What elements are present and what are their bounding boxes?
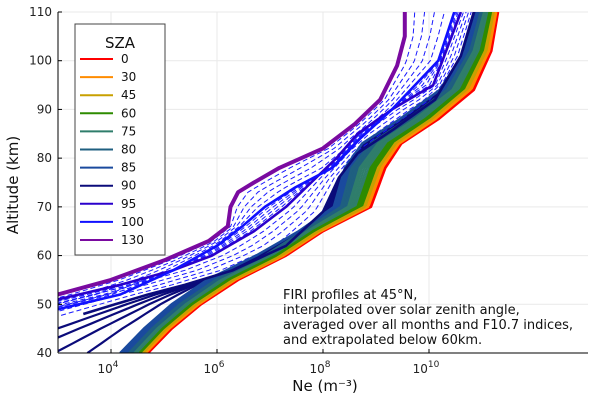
- legend-label-95: 95: [121, 197, 136, 211]
- interpolated-profile: [58, 12, 464, 304]
- x-axis-title: Ne (m⁻³): [292, 377, 357, 395]
- axes: [57, 11, 588, 354]
- x-tick-label: 106: [203, 360, 224, 376]
- y-tick-label: 100: [29, 54, 52, 68]
- annotation-line-4: and extrapolated below 60km.: [283, 333, 482, 348]
- x-tick-label: 108: [309, 360, 330, 376]
- legend-label-130: 130: [121, 233, 144, 247]
- interpolated-profile: [58, 12, 416, 299]
- legend-label-90: 90: [121, 179, 136, 193]
- legend-title: SZA: [105, 34, 136, 52]
- legend-label-80: 80: [121, 143, 136, 157]
- legend-label-0: 0: [121, 52, 129, 66]
- y-tick-label: 110: [29, 5, 52, 19]
- x-tick-label: 1010: [413, 360, 440, 376]
- y-tick-label: 40: [37, 346, 52, 360]
- series-line-45: [141, 12, 495, 353]
- series-line-30: [144, 12, 498, 353]
- annotation-line-3: averaged over all months and F10.7 indic…: [283, 318, 573, 333]
- annotation-line-2: interpolated over solar zenith angle,: [283, 303, 520, 318]
- series-line-95: [58, 12, 463, 301]
- y-tick-label: 60: [37, 249, 52, 263]
- legend-items: 0 30 45 60 75 80 85 90 95 100 130: [80, 52, 144, 247]
- series-line-130: [58, 12, 407, 297]
- y-tick-label: 80: [37, 151, 52, 165]
- legend-label-60: 60: [121, 106, 136, 120]
- series-line-0: [147, 12, 500, 353]
- legend-label-45: 45: [121, 88, 136, 102]
- legend-label-100: 100: [121, 215, 144, 229]
- x-tick-labels: 104 106 108 1010: [97, 360, 439, 376]
- x-tick-label: 104: [97, 360, 118, 376]
- series-line-60: [138, 12, 491, 353]
- legend-box: [74, 23, 166, 256]
- y-axis-title: Altitude (km): [4, 136, 22, 234]
- interpolated-profile: [58, 12, 461, 302]
- y-tick-label: 50: [37, 297, 52, 311]
- annotation-block: FIRI profiles at 45°N, interpolated over…: [283, 288, 573, 348]
- legend-label-30: 30: [121, 70, 136, 84]
- annotation-line-1: FIRI profiles at 45°N,: [283, 288, 417, 303]
- legend: SZA 0 30 45 60 75 80 85 90 95 100 130: [74, 23, 166, 256]
- series-lines: [58, 12, 500, 353]
- interpolated-profile: [58, 12, 445, 308]
- series-line-75: [133, 12, 486, 353]
- series-line-80: [128, 12, 483, 353]
- series-line-90: [82, 12, 476, 316]
- interpolated-profile: [58, 12, 435, 305]
- y-tick-labels: 40 50 60 70 80 90 100 110: [29, 5, 52, 360]
- legend-label-75: 75: [121, 124, 136, 138]
- y-tick-label: 70: [37, 200, 52, 214]
- series-line-100: [58, 12, 456, 311]
- legend-label-85: 85: [121, 161, 136, 175]
- y-tick-label: 90: [37, 102, 52, 116]
